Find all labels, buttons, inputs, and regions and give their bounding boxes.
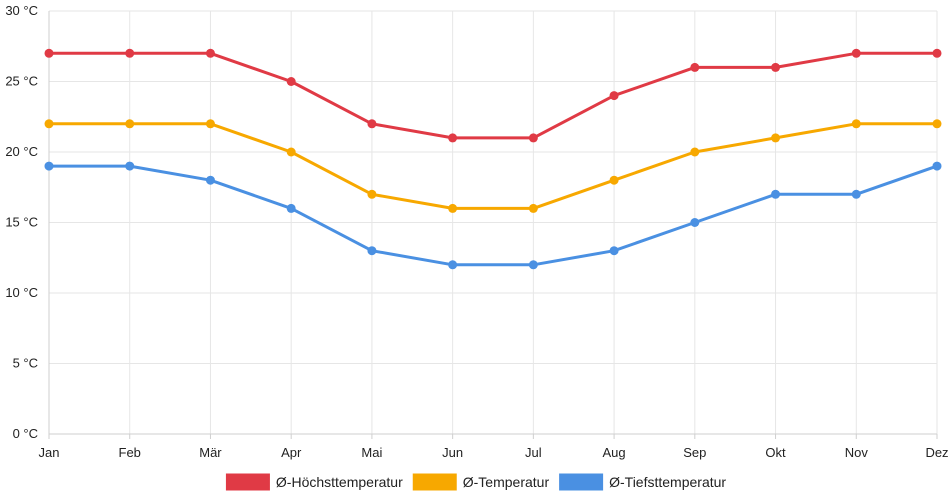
data-point[interactable] <box>44 48 54 58</box>
y-tick-label: 0 °C <box>13 426 38 441</box>
y-tick-label: 10 °C <box>5 285 38 300</box>
series-1 <box>44 48 942 143</box>
x-tick-label: Aug <box>603 445 626 460</box>
data-point[interactable] <box>609 246 619 256</box>
legend-swatch <box>412 473 457 491</box>
x-tick-label: Sep <box>683 445 706 460</box>
data-point[interactable] <box>286 203 296 213</box>
data-point[interactable] <box>44 161 54 171</box>
x-tick-label: Dez <box>925 445 948 460</box>
x-tick-label: Feb <box>119 445 141 460</box>
data-point[interactable] <box>609 175 619 185</box>
x-tick-label: Jul <box>525 445 542 460</box>
legend-swatch <box>559 473 604 491</box>
data-point[interactable] <box>286 77 296 86</box>
series-line <box>47 51 939 140</box>
y-tick-label: 5 °C <box>13 356 38 371</box>
series-2 <box>44 119 942 213</box>
data-point[interactable] <box>851 48 861 58</box>
data-point[interactable] <box>932 119 942 129</box>
data-point[interactable] <box>125 48 135 58</box>
data-point[interactable] <box>448 203 458 213</box>
x-axis-ticks: Jan Feb Mär Apr Mai Jun Jul Aug Sep Okt Nov Dez <box>39 434 949 460</box>
data-point[interactable] <box>771 133 781 143</box>
axes <box>48 11 937 435</box>
data-point[interactable] <box>528 133 538 143</box>
x-tick-label: Mai <box>361 445 382 460</box>
data-point[interactable] <box>286 147 296 157</box>
data-point[interactable] <box>932 161 942 171</box>
legend-label: Ø-Temperatur <box>463 474 550 490</box>
y-tick-label: 20 °C <box>5 144 38 159</box>
x-tick-label: Jan <box>39 445 60 460</box>
legend-item[interactable]: Ø-Höchsttemperatur <box>225 473 403 491</box>
x-tick-label: Jun <box>442 445 463 460</box>
legend[interactable]: Ø-Höchsttemperatur Ø-Temperatur Ø-Tiefstte… <box>225 473 726 491</box>
data-point[interactable] <box>851 189 861 199</box>
series-3 <box>44 161 942 270</box>
legend-item[interactable]: Ø-Temperatur <box>412 473 550 491</box>
data-point[interactable] <box>932 48 942 58</box>
data-point[interactable] <box>771 62 781 72</box>
data-point[interactable] <box>205 175 215 185</box>
series-line <box>47 164 939 267</box>
y-tick-label: 15 °C <box>5 215 38 230</box>
x-tick-label: Apr <box>281 445 302 460</box>
x-tick-label: Mär <box>199 445 222 460</box>
data-point[interactable] <box>125 119 135 129</box>
legend-label: Ø-Höchsttemperatur <box>276 474 403 490</box>
legend-swatch <box>225 473 270 491</box>
legend-label: Ø-Tiefsttemperatur <box>609 474 726 490</box>
data-point[interactable] <box>448 260 458 270</box>
data-point[interactable] <box>448 133 458 143</box>
data-point[interactable] <box>690 218 700 227</box>
data-point[interactable] <box>690 62 700 72</box>
data-point[interactable] <box>367 119 377 129</box>
data-point[interactable] <box>771 189 781 199</box>
data-point[interactable] <box>609 91 619 101</box>
data-point[interactable] <box>205 48 215 58</box>
data-point[interactable] <box>125 161 135 171</box>
y-axis-ticks: 0 °C 5 °C 10 °C 15 °C 20 °C 25 °C 30 °C <box>5 3 38 441</box>
x-tick-label: Okt <box>765 445 786 460</box>
data-point[interactable] <box>367 246 377 256</box>
data-point[interactable] <box>528 203 538 213</box>
data-point[interactable] <box>851 119 861 129</box>
series-line <box>47 122 939 210</box>
x-tick-label: Nov <box>845 445 869 460</box>
series-lines <box>44 48 942 270</box>
grid-lines <box>48 10 938 435</box>
data-point[interactable] <box>205 119 215 129</box>
legend-item[interactable]: Ø-Tiefsttemperatur <box>559 473 726 491</box>
y-tick-label: 25 °C <box>5 74 38 89</box>
data-point[interactable] <box>44 119 54 129</box>
data-point[interactable] <box>690 147 700 157</box>
data-point[interactable] <box>528 260 538 270</box>
y-tick-label: 30 °C <box>5 3 38 18</box>
data-point[interactable] <box>367 189 377 199</box>
